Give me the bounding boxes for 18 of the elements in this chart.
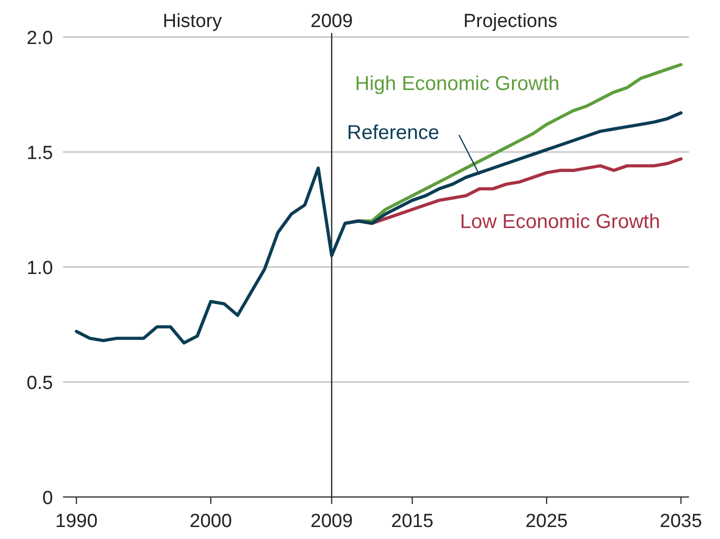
x-tick-label: 2035 [660, 511, 702, 532]
text: History [162, 11, 222, 32]
ref-line-label: 2009 [310, 11, 353, 32]
x-tick-label: 2009 [310, 511, 353, 532]
series-label: Low Economic Growth [460, 211, 660, 233]
line-series [74, 111, 683, 344]
y-tick-label: 1.0 [26, 258, 53, 279]
series-label: Reference [347, 122, 440, 144]
x-tick-label: 1990 [55, 511, 98, 532]
x-tick-label: 2025 [525, 511, 568, 532]
y-tick-label: 1.5 [26, 143, 53, 164]
x-tick-label: 2015 [391, 511, 434, 532]
y-tick-label: 0 [42, 488, 53, 509]
text: Projections [463, 11, 558, 32]
x-tick-label: 2000 [190, 511, 232, 532]
y-tick-label: 0.5 [26, 373, 53, 394]
series-label: High Economic Growth [355, 73, 560, 95]
y-tick-label: 2.0 [26, 28, 53, 49]
